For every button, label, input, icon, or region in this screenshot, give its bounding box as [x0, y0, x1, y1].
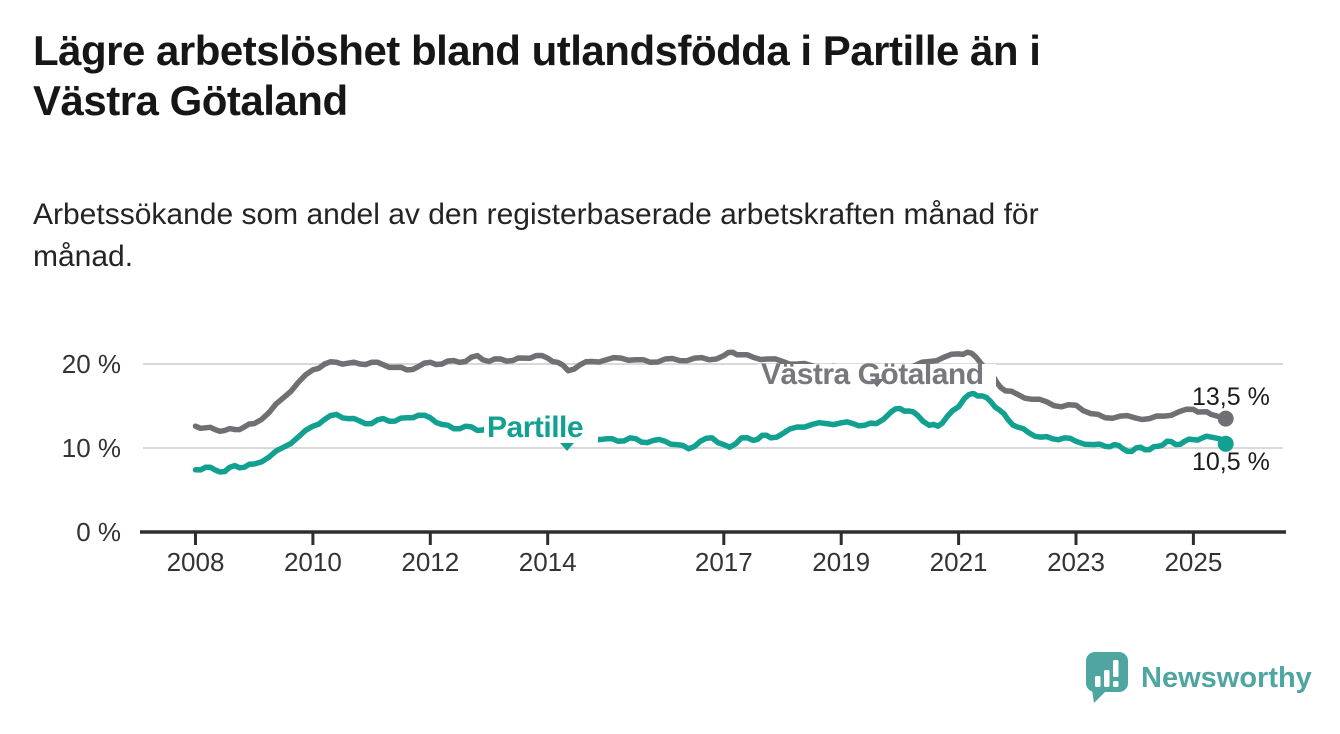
y-tick-label: 20 % — [62, 349, 121, 379]
end-value-vastra-gotaland: 13,5 % — [1192, 383, 1270, 411]
x-tick-label: 2014 — [519, 547, 577, 577]
x-tick-label: 2008 — [167, 547, 225, 577]
x-tick-label: 2021 — [930, 547, 988, 577]
x-tick-label: 2010 — [284, 547, 342, 577]
x-tick-label: 2023 — [1047, 547, 1105, 577]
partille-label-mask — [484, 410, 598, 442]
series-end-dot — [1217, 410, 1234, 427]
y-tick-label: 0 % — [76, 517, 121, 547]
newsworthy-logo-icon — [1086, 652, 1128, 703]
x-tick-label: 2019 — [812, 547, 870, 577]
brand-name: Newsworthy — [1141, 661, 1312, 694]
x-tick-label: 2025 — [1164, 547, 1222, 577]
brand-footer: Newsworthy — [1085, 651, 1312, 705]
y-tick-label: 10 % — [62, 433, 121, 463]
series-line-partille — [192, 390, 1229, 475]
vastra-gotaland-pointer-icon — [870, 379, 884, 387]
series-label-vastra-gotaland: Västra Götaland — [761, 358, 984, 391]
series-end-dot — [1217, 435, 1234, 452]
end-value-partille: 10,5 % — [1192, 448, 1270, 476]
partille-pointer-icon — [560, 443, 574, 451]
series-layer — [192, 349, 1234, 475]
grid-layer: 0 % 10 % 20 % 2008 2010 2012 2014 2017 2019 2021 2… — [62, 349, 1286, 577]
page-title: Lägre arbetslöshet bland utlandsfödda i … — [33, 27, 1041, 125]
series-label-partille: Partille — [487, 411, 583, 444]
x-tick-label: 2012 — [401, 547, 459, 577]
chart-subtitle: Arbetssökande som andel av den registerb… — [33, 198, 1039, 273]
x-tick-label: 2017 — [695, 547, 753, 577]
series-line-v-stra-g-taland — [192, 349, 1229, 435]
